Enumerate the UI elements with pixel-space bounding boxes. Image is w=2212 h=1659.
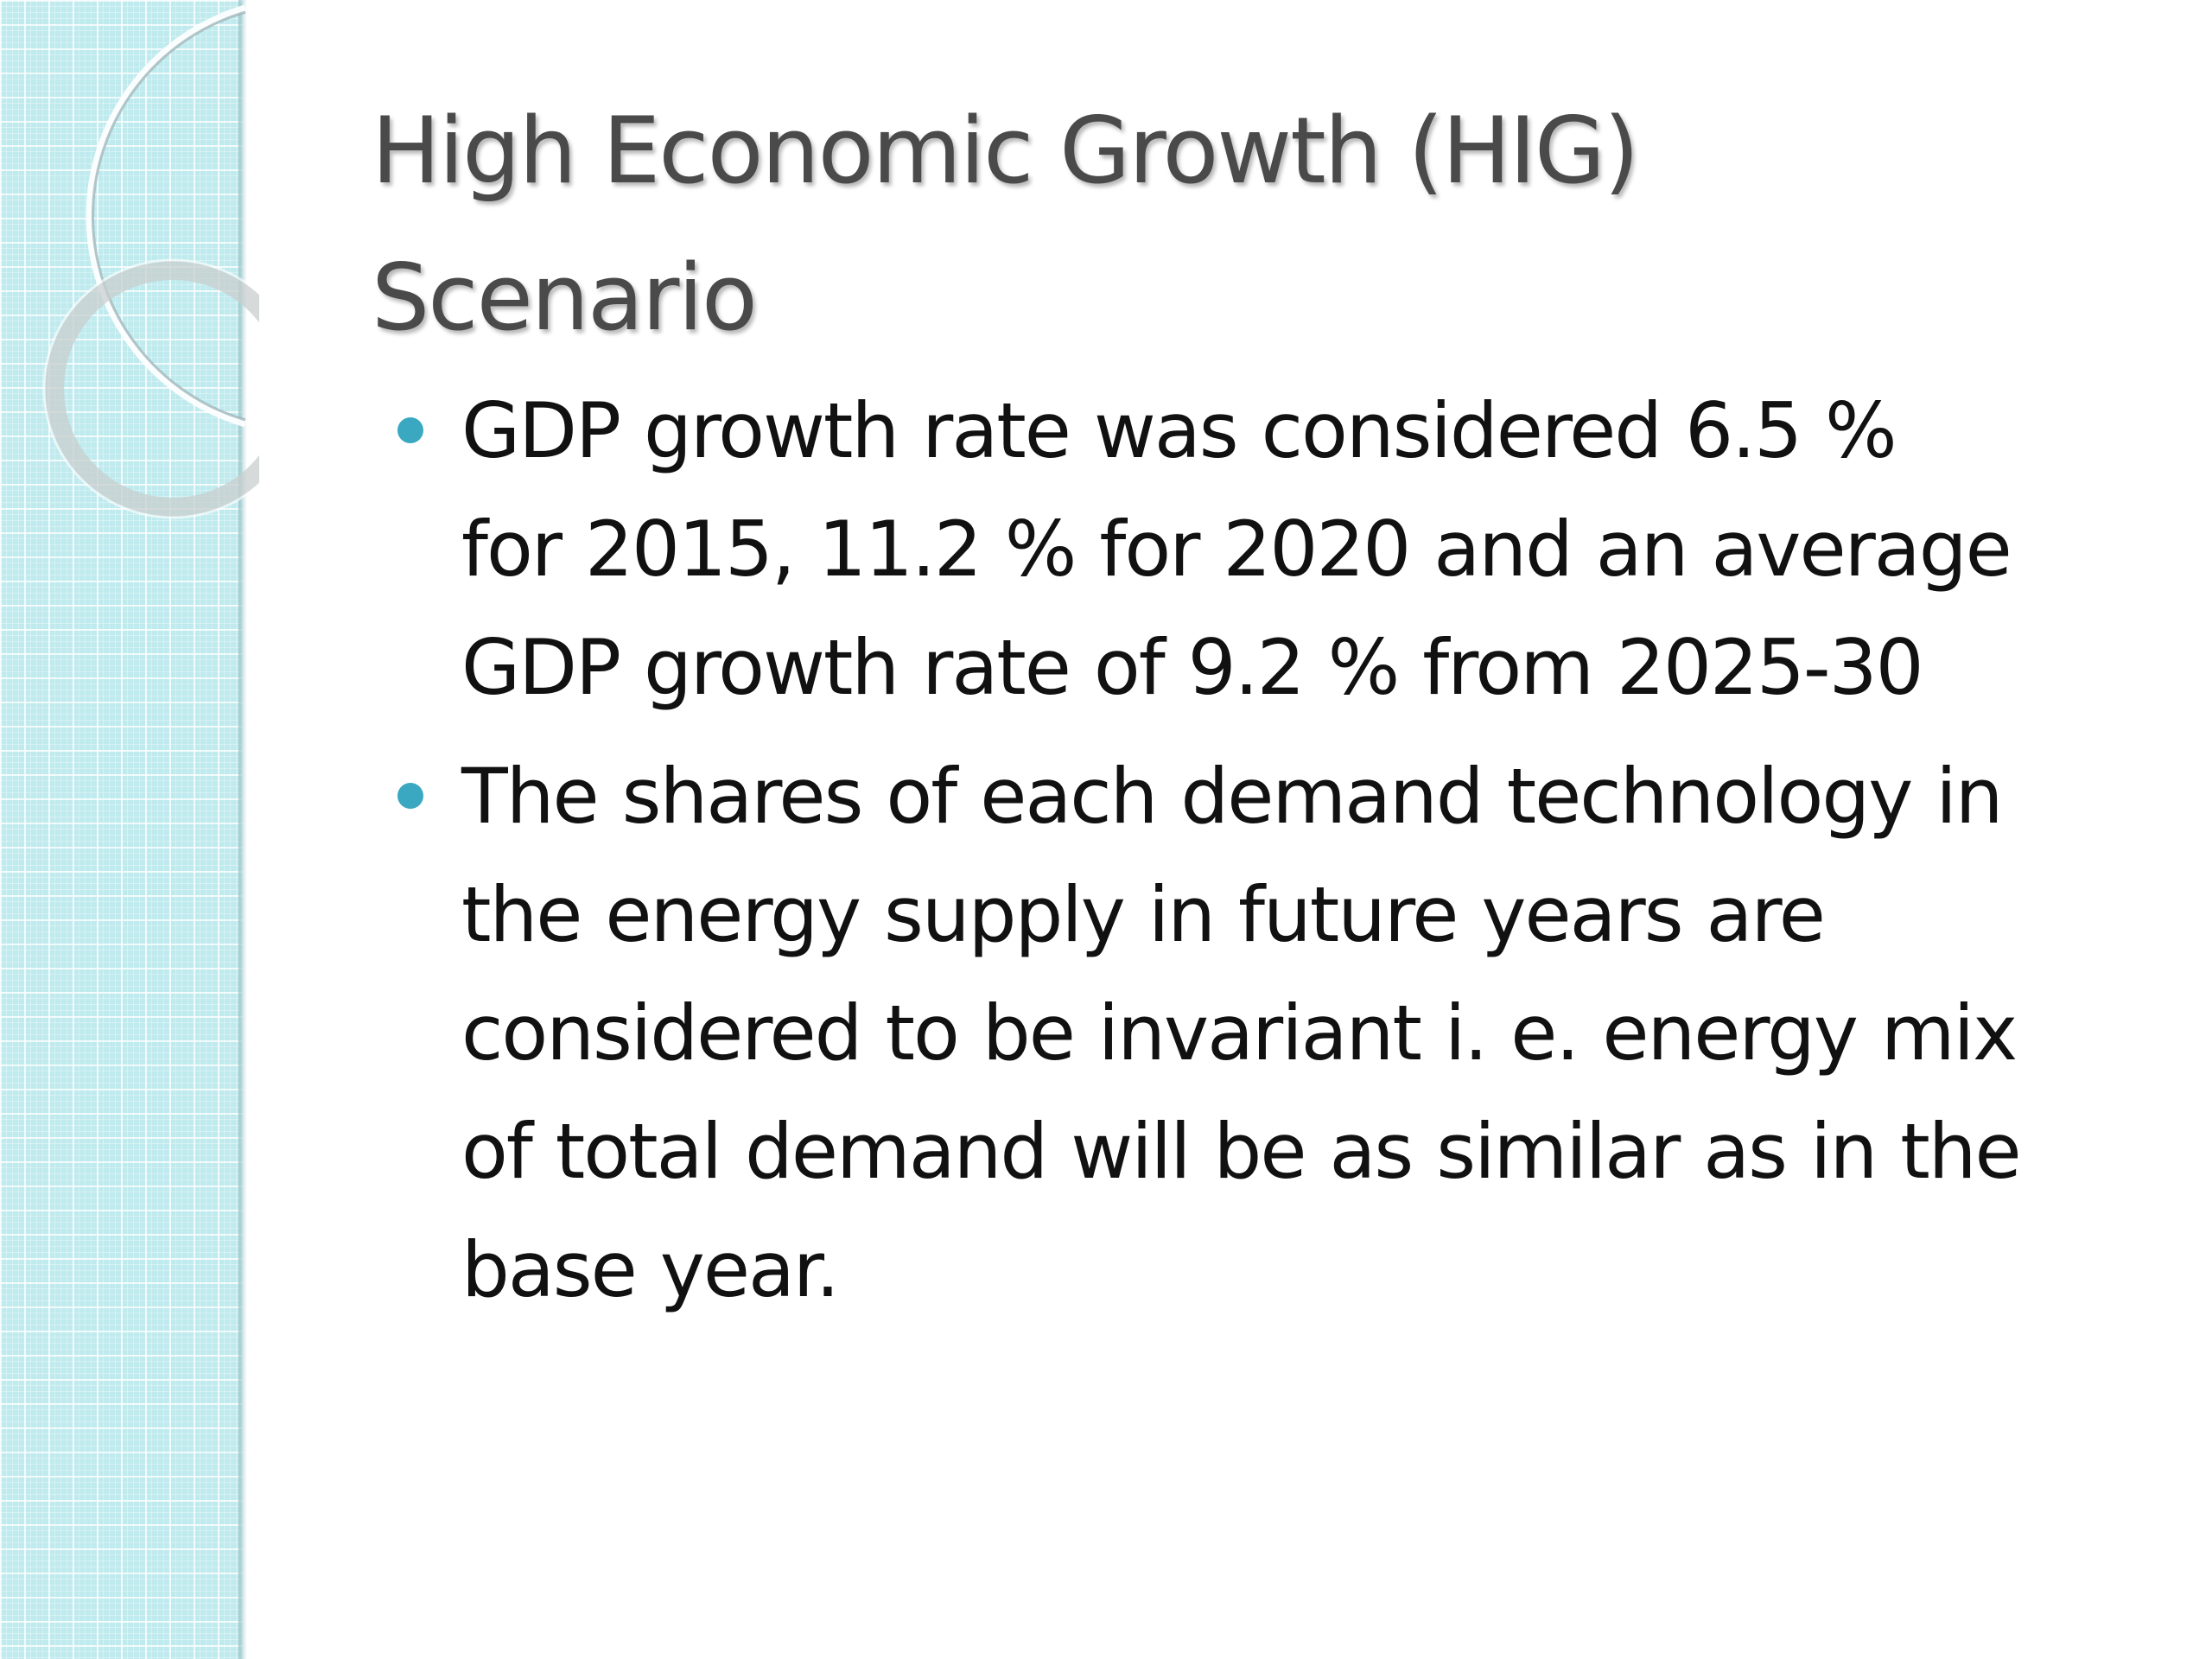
slide-title: High Economic Growth (HIG) Scenario xyxy=(372,78,2100,372)
bullet-line: for 2015, 11.2 % for 2020 and an average xyxy=(461,505,2012,594)
bullet-line: considered to be invariant i. e. energy … xyxy=(461,988,2018,1077)
decorative-rings xyxy=(42,4,259,519)
slide-title-line: Scenario xyxy=(372,245,758,351)
bullet-text: GDP growth rate was considered 6.5 % for… xyxy=(461,372,2186,727)
bullet-item: GDP growth rate was considered 6.5 % for… xyxy=(372,372,2186,727)
bullet-line: GDP growth rate was considered 6.5 % xyxy=(461,386,1897,475)
bullet-line: the energy supply in future years are xyxy=(461,870,1826,959)
large-arc-ring xyxy=(86,4,247,428)
side-panel-edge xyxy=(238,0,247,1659)
small-ring xyxy=(45,261,259,517)
bullet-line: base year. xyxy=(461,1225,840,1314)
bullet-line: The shares of each demand technology in xyxy=(461,752,2003,841)
slide-title-line: High Economic Growth (HIG) xyxy=(372,98,1639,204)
bullet-item: The shares of each demand technology in … xyxy=(372,737,2186,1329)
bullet-list: GDP growth rate was considered 6.5 % for… xyxy=(372,372,2186,1339)
bullet-dot-icon xyxy=(397,783,423,809)
bullet-dot-icon xyxy=(397,417,423,443)
bullet-line: of total demand will be as similar as in… xyxy=(461,1107,2022,1196)
bullet-text: The shares of each demand technology in … xyxy=(461,737,2186,1329)
bullet-line: GDP growth rate of 9.2 % from 2025-30 xyxy=(461,623,1924,712)
